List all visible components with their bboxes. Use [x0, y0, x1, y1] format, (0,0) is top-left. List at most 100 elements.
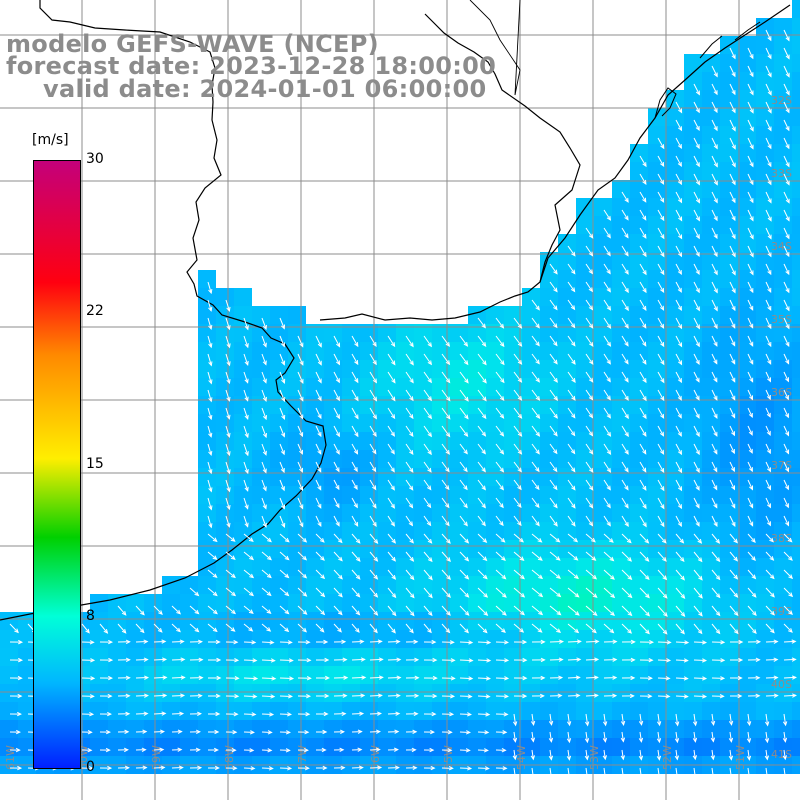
wind-arrow: [387, 533, 397, 544]
wind-arrow: [423, 497, 432, 509]
ocean-cell: [720, 630, 738, 648]
ocean-cell: [738, 540, 756, 558]
ocean-cell: [234, 378, 252, 396]
wind-arrow: [693, 533, 703, 544]
ocean-cell: [792, 18, 800, 36]
wind-arrow: [693, 569, 703, 581]
wind-arrow: [603, 317, 612, 329]
ocean-cell: [702, 522, 720, 540]
wind-arrow: [207, 711, 221, 717]
ocean-cell: [774, 324, 792, 342]
ocean-cell: [630, 306, 648, 324]
ocean-cell: [432, 378, 450, 396]
wind-arrow: [243, 587, 254, 597]
ocean-cell: [306, 684, 324, 702]
wind-arrow: [747, 639, 762, 645]
ocean-cell: [792, 234, 800, 252]
ocean-cell: [594, 504, 612, 522]
wind-arrow: [405, 443, 414, 455]
ocean-cell: [540, 666, 558, 684]
wind-arrow: [297, 425, 304, 438]
wind-arrow: [351, 765, 364, 770]
wind-arrow: [657, 623, 668, 635]
wind-arrow: [729, 569, 739, 580]
wind-arrow: [675, 371, 682, 384]
ocean-cell: [414, 378, 432, 396]
ocean-cell: [756, 594, 774, 612]
wind-arrow: [657, 640, 672, 645]
wind-arrow: [297, 605, 308, 615]
ocean-cell: [414, 432, 432, 450]
ocean-cell: [612, 576, 630, 594]
wind-arrow: [675, 676, 689, 681]
ocean-cell: [738, 576, 756, 594]
ocean-cell: [90, 720, 108, 738]
ocean-cell: [576, 738, 594, 756]
ocean-cell: [558, 270, 576, 288]
wind-arrow: [315, 569, 326, 580]
wind-arrow: [783, 29, 790, 42]
ocean-cell: [648, 216, 666, 234]
ocean-cell: [252, 702, 270, 720]
ocean-cell: [738, 720, 756, 738]
wind-arrow: [567, 443, 576, 455]
ocean-cell: [234, 666, 252, 684]
wind-arrow: [243, 694, 258, 699]
ocean-cell: [648, 486, 666, 504]
ocean-cell: [468, 414, 486, 432]
wind-arrow: [675, 587, 686, 599]
wind-arrow: [153, 675, 168, 680]
ocean-cell: [198, 738, 216, 756]
ocean-cell: [774, 450, 792, 468]
wind-arrow: [585, 407, 594, 419]
ocean-cell: [252, 342, 270, 360]
colorbar-tick-0: 0: [86, 759, 95, 775]
wind-arrow: [117, 729, 130, 735]
ocean-cell: [252, 576, 270, 594]
wind-arrow: [783, 569, 794, 580]
wind-arrow: [585, 371, 594, 383]
wind-arrow: [531, 675, 546, 681]
ocean-cell: [702, 468, 720, 486]
wind-arrow: [459, 587, 470, 598]
ocean-cell: [504, 324, 522, 342]
wind-arrow: [513, 443, 523, 455]
wind-arrow: [567, 461, 576, 473]
wind-arrow: [333, 407, 340, 420]
ocean-cell: [630, 576, 648, 594]
ocean-cell: [270, 324, 288, 342]
ocean-cell: [612, 270, 630, 288]
ocean-cell: [198, 612, 216, 630]
ocean-cell: [0, 666, 18, 684]
wind-arrow: [441, 353, 451, 366]
wind-arrow: [351, 479, 358, 490]
ocean-cell: [378, 378, 396, 396]
wind-arrow: [656, 731, 662, 744]
ocean-cell: [270, 468, 288, 486]
ocean-cell: [540, 252, 558, 270]
wind-arrow: [531, 299, 540, 311]
wind-arrow: [333, 587, 343, 598]
ocean-cell: [342, 720, 360, 738]
ocean-cell: [702, 504, 720, 522]
wind-arrow: [746, 749, 752, 761]
wind-arrow: [729, 47, 736, 60]
ocean-cell: [324, 720, 342, 738]
wind-arrow: [675, 137, 682, 150]
ocean-cell: [666, 378, 684, 396]
wind-arrow: [621, 227, 629, 239]
ocean-cell: [738, 270, 756, 288]
coastline-south-america: [0, 0, 327, 621]
ocean-cell: [738, 396, 756, 414]
ocean-cell: [666, 306, 684, 324]
wind-arrow: [693, 694, 708, 699]
ocean-cell: [234, 450, 252, 468]
wind-arrow: [711, 317, 718, 330]
wind-arrow: [693, 281, 700, 294]
ocean-cell: [594, 378, 612, 396]
ocean-cell: [324, 522, 342, 540]
wind-arrow: [711, 209, 718, 222]
wind-arrow: [729, 605, 739, 617]
wind-arrow: [495, 587, 507, 598]
wind-arrow: [549, 569, 561, 579]
